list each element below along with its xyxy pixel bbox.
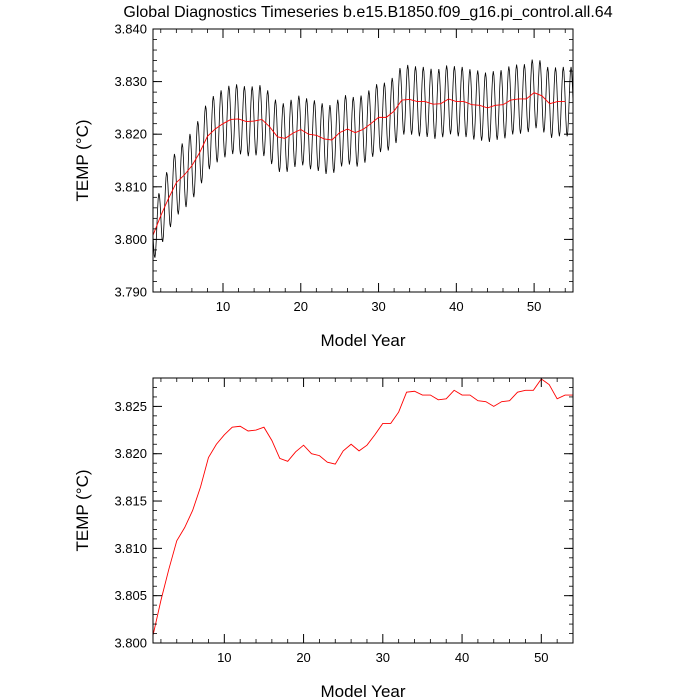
series-annual-line (153, 378, 573, 636)
series-monthly-line (153, 59, 573, 258)
y-tick-label: 3.790 (114, 285, 147, 300)
monthly-timeseries-panel: 10 20 30 40 50 3.790 3.800 3.810 3.820 3.830 3.840… (73, 22, 574, 350)
y-tick-label: 3.805 (114, 588, 147, 603)
x-tick-label: 10 (216, 299, 230, 314)
y-tick-label: 3.825 (114, 399, 147, 414)
series-annual-line (153, 92, 566, 236)
annual-timeseries-panel: 10 20 30 40 50 3.800 3.805 3.810 3.815 3.820 3.825… (73, 377, 574, 700)
plot-frame (152, 28, 574, 293)
y-tick-label: 3.820 (114, 127, 147, 142)
y-tick-label: 3.840 (114, 22, 147, 37)
y-tick-label: 3.810 (114, 179, 147, 194)
y-axis-label: TEMP (°C) (73, 469, 92, 551)
y-axis-label: TEMP (°C) (73, 119, 92, 201)
plot-frame (152, 377, 574, 644)
x-tick-label: 40 (455, 650, 469, 665)
x-tick-label: 20 (296, 650, 310, 665)
y-tick-label: 3.815 (114, 494, 147, 509)
page-title: Global Diagnostics Timeseries b.e15.B185… (123, 4, 612, 21)
x-tick-label: 30 (376, 650, 390, 665)
x-tick-label: 20 (294, 299, 308, 314)
x-tick-label: 40 (449, 299, 463, 314)
x-tick-label: 50 (534, 650, 548, 665)
y-tick-label: 3.830 (114, 74, 147, 89)
x-tick-label: 10 (217, 650, 231, 665)
y-tick-label: 3.800 (114, 232, 147, 247)
x-axis-label: Model Year (320, 331, 405, 350)
y-tick-label: 3.820 (114, 446, 147, 461)
y-tick-label: 3.800 (114, 636, 147, 651)
y-tick-label: 3.810 (114, 541, 147, 556)
x-tick-label: 50 (527, 299, 541, 314)
x-axis-label: Model Year (320, 682, 405, 700)
x-tick-label: 30 (371, 299, 385, 314)
